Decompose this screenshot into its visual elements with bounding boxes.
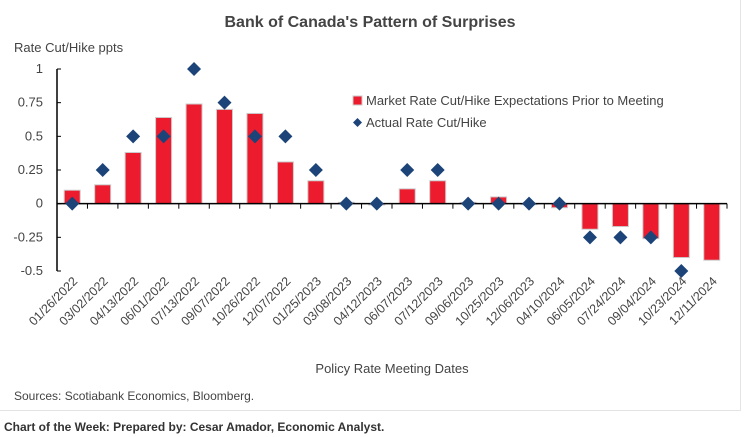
- chart-frame: [0, 0, 741, 411]
- footer-credit: Chart of the Week: Prepared by: Cesar Am…: [4, 420, 385, 434]
- actual-point: [247, 129, 262, 144]
- bar: [703, 203, 721, 261]
- actual-point: [613, 230, 628, 245]
- legend-diamond-swatch: [353, 118, 362, 127]
- y-tick-label: -0.25: [13, 229, 43, 244]
- bar: [94, 184, 112, 205]
- actual-point: [65, 196, 80, 211]
- bar: [307, 180, 325, 205]
- bar: [429, 180, 447, 205]
- legend: Market Rate Cut/Hike Expectations Prior …: [352, 93, 664, 130]
- y-tick-label: -0.5: [21, 263, 43, 278]
- actual-point: [522, 196, 537, 211]
- bar: [276, 161, 294, 205]
- chart-title: Bank of Canada's Pattern of Surprises: [225, 14, 516, 31]
- actual-point: [126, 129, 141, 144]
- bar: [581, 203, 599, 230]
- actual-point: [95, 163, 110, 177]
- legend-label-expectations: Market Rate Cut/Hike Expectations Prior …: [366, 93, 664, 108]
- actual-point: [491, 196, 506, 211]
- bar: [611, 203, 629, 228]
- actual-point: [369, 196, 384, 211]
- legend-bar-swatch: [352, 95, 363, 106]
- actual-point: [156, 129, 171, 144]
- actual-point: [278, 129, 293, 144]
- actual-point: [187, 62, 202, 76]
- actual-point: [430, 163, 445, 177]
- bar: [672, 203, 690, 259]
- actual-point: [643, 230, 658, 245]
- bar: [398, 188, 416, 205]
- y-axis-label: Rate Cut/Hike ppts: [14, 40, 124, 55]
- actual-point: [461, 196, 476, 211]
- bar: [124, 151, 142, 205]
- actual-point: [674, 264, 689, 278]
- y-tick-label: 0.25: [18, 162, 43, 177]
- actual-point: [400, 163, 415, 177]
- x-axis-label: Policy Rate Meeting Dates: [315, 361, 469, 376]
- y-tick-label: 1: [36, 61, 43, 76]
- legend-label-actual: Actual Rate Cut/Hike: [366, 115, 487, 130]
- y-tick-label: 0.75: [18, 95, 43, 110]
- bar: [246, 112, 264, 205]
- actual-point: [552, 196, 567, 211]
- source-note: Sources: Scotiabank Economics, Bloomberg…: [14, 389, 254, 403]
- actual-point: [339, 196, 354, 211]
- y-tick-label: 0.5: [25, 128, 43, 143]
- bar: [216, 108, 233, 205]
- y-tick-label: 0: [36, 196, 43, 211]
- bar: [185, 103, 203, 205]
- actual-point: [582, 230, 597, 245]
- actual-point: [308, 163, 323, 177]
- actual-point: [217, 95, 232, 110]
